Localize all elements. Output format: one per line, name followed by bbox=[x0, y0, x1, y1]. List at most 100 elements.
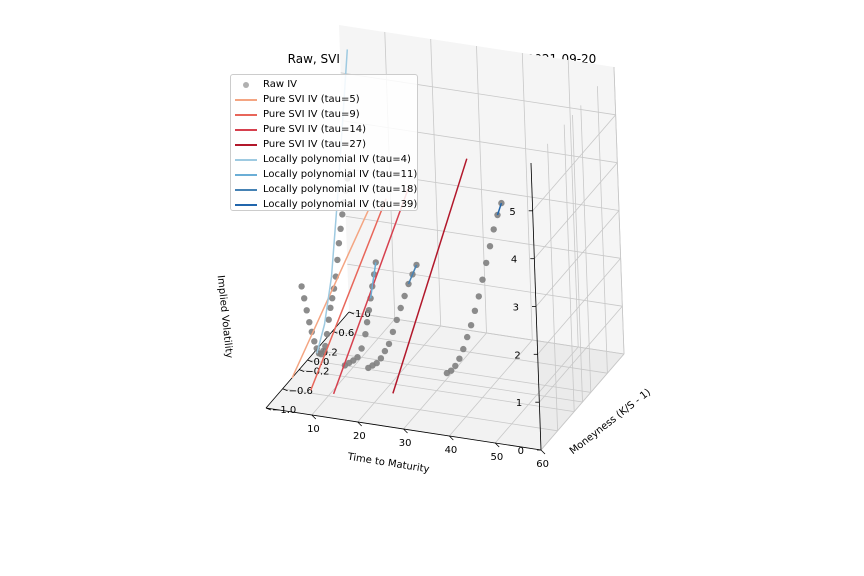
grid-line-z-back bbox=[345, 215, 621, 259]
z-tick-label: 5 bbox=[509, 207, 515, 218]
legend-item: Pure SVI IV (tau=14) bbox=[235, 122, 417, 137]
raw-iv-point bbox=[362, 331, 369, 338]
grid-line-y-floor bbox=[282, 388, 558, 432]
legend-label: Locally polynomial IV (tau=4) bbox=[263, 154, 411, 165]
legend-line-icon bbox=[235, 185, 257, 195]
z-tick-label: 4 bbox=[511, 255, 517, 266]
legend-label: Pure SVI IV (tau=14) bbox=[263, 124, 366, 135]
raw-iv-point bbox=[306, 319, 313, 326]
x-tick-mark bbox=[540, 449, 546, 455]
z-tick-label: 0 bbox=[518, 446, 524, 457]
legend-line-icon bbox=[235, 110, 257, 120]
grid-line-y-floor bbox=[332, 330, 608, 374]
grid-line-z-left bbox=[538, 305, 623, 403]
legend-label: Raw IV bbox=[263, 79, 298, 90]
raw-iv-point bbox=[486, 243, 494, 250]
raw-iv-point bbox=[334, 256, 341, 264]
raw-iv-point bbox=[447, 367, 455, 374]
raw-iv-point bbox=[397, 304, 404, 312]
raw-iv-point bbox=[389, 328, 397, 336]
legend-marker-icon bbox=[235, 80, 257, 90]
series-line-6 bbox=[369, 262, 377, 299]
legend-item: Pure SVI IV (tau=5) bbox=[235, 92, 417, 107]
y-tick-label: −1.0 bbox=[272, 405, 296, 416]
z-tick-label: 2 bbox=[514, 350, 520, 361]
raw-iv-point bbox=[464, 333, 471, 341]
raw-iv-point bbox=[377, 355, 385, 362]
legend-item: Locally polynomial IV (tau=11) bbox=[235, 167, 417, 182]
x-tick-mark bbox=[449, 435, 454, 441]
raw-iv-point bbox=[490, 226, 497, 233]
raw-iv-point bbox=[303, 307, 310, 314]
x-tick-label: 30 bbox=[399, 438, 412, 449]
raw-iv-point bbox=[460, 345, 467, 353]
series-line-7 bbox=[407, 264, 418, 285]
x-tick-label: 20 bbox=[353, 431, 366, 442]
series-line-2 bbox=[310, 198, 387, 391]
raw-iv-point bbox=[339, 211, 346, 218]
raw-iv-point bbox=[385, 340, 393, 348]
legend-label: Pure SVI IV (tau=27) bbox=[263, 139, 366, 150]
raw-iv-point bbox=[325, 316, 332, 323]
y-tick-label: −0.6 bbox=[289, 386, 313, 397]
legend-item: Pure SVI IV (tau=27) bbox=[235, 137, 417, 152]
raw-iv-point bbox=[467, 322, 475, 329]
grid-line-z-left bbox=[540, 353, 625, 451]
z-axis-label: Implied Volatility bbox=[215, 275, 235, 359]
legend-label: Locally polynomial IV (tau=39) bbox=[263, 199, 418, 210]
legend-label: Locally polynomial IV (tau=11) bbox=[263, 169, 418, 180]
raw-iv-point bbox=[471, 307, 479, 314]
legend-line-icon bbox=[235, 200, 257, 210]
raw-iv-point bbox=[337, 225, 344, 232]
raw-iv-point bbox=[365, 307, 373, 314]
x-tick-label: 10 bbox=[307, 424, 320, 435]
y-tick-mark bbox=[265, 407, 272, 411]
raw-iv-point bbox=[372, 259, 379, 266]
y-tick-mark bbox=[299, 369, 305, 372]
raw-iv-point bbox=[327, 304, 334, 311]
grid-line-z-left bbox=[533, 162, 618, 259]
raw-iv-point bbox=[311, 338, 318, 345]
grid-line-y-floor bbox=[299, 369, 575, 412]
grid-line-z-left bbox=[535, 210, 620, 307]
series-line-8 bbox=[496, 202, 503, 216]
grid-line-y-floor bbox=[307, 359, 583, 403]
legend-label: Locally polynomial IV (tau=18) bbox=[263, 184, 418, 195]
raw-iv-point bbox=[358, 345, 365, 352]
legend-label: Pure SVI IV (tau=9) bbox=[263, 109, 360, 120]
y-tick-mark bbox=[348, 311, 355, 315]
y-tick-label: 0.2 bbox=[322, 347, 338, 358]
legend-line-icon bbox=[235, 140, 257, 150]
raw-iv-point bbox=[479, 276, 486, 283]
raw-iv-point bbox=[329, 295, 336, 302]
grid-line-z-back bbox=[347, 263, 623, 307]
legend-line-icon bbox=[235, 95, 257, 105]
x-tick-label: 40 bbox=[445, 445, 458, 456]
x-tick-mark bbox=[357, 421, 362, 427]
raw-iv-point bbox=[301, 295, 308, 302]
raw-iv-point bbox=[483, 259, 490, 267]
x-tick-mark bbox=[403, 428, 408, 434]
x-axis-label: Time to Maturity bbox=[346, 451, 430, 475]
x-tick-label: 60 bbox=[536, 459, 549, 470]
legend-item: Pure SVI IV (tau=9) bbox=[235, 107, 417, 122]
grid-line-z-left bbox=[537, 258, 622, 355]
legend-line-icon bbox=[235, 155, 257, 165]
legend: Raw IV Pure SVI IV (tau=5) Pure SVI IV (ta… bbox=[230, 74, 418, 211]
x-tick-mark bbox=[311, 414, 317, 420]
raw-iv-point bbox=[413, 261, 420, 269]
legend-line-icon bbox=[235, 125, 257, 135]
raw-iv-point bbox=[298, 283, 305, 290]
raw-iv-point bbox=[452, 362, 459, 370]
raw-iv-point bbox=[401, 292, 408, 300]
raw-iv-point bbox=[373, 359, 380, 367]
z-tick-label: 3 bbox=[513, 303, 519, 314]
y-tick-label: 0.6 bbox=[338, 328, 354, 339]
z-tick-label: 1 bbox=[516, 398, 522, 409]
raw-iv-point bbox=[456, 355, 463, 362]
grid-line-z-left bbox=[532, 114, 617, 212]
legend-item: Raw IV bbox=[235, 77, 417, 92]
y-tick-mark bbox=[282, 388, 288, 392]
series-line-1 bbox=[291, 209, 369, 379]
